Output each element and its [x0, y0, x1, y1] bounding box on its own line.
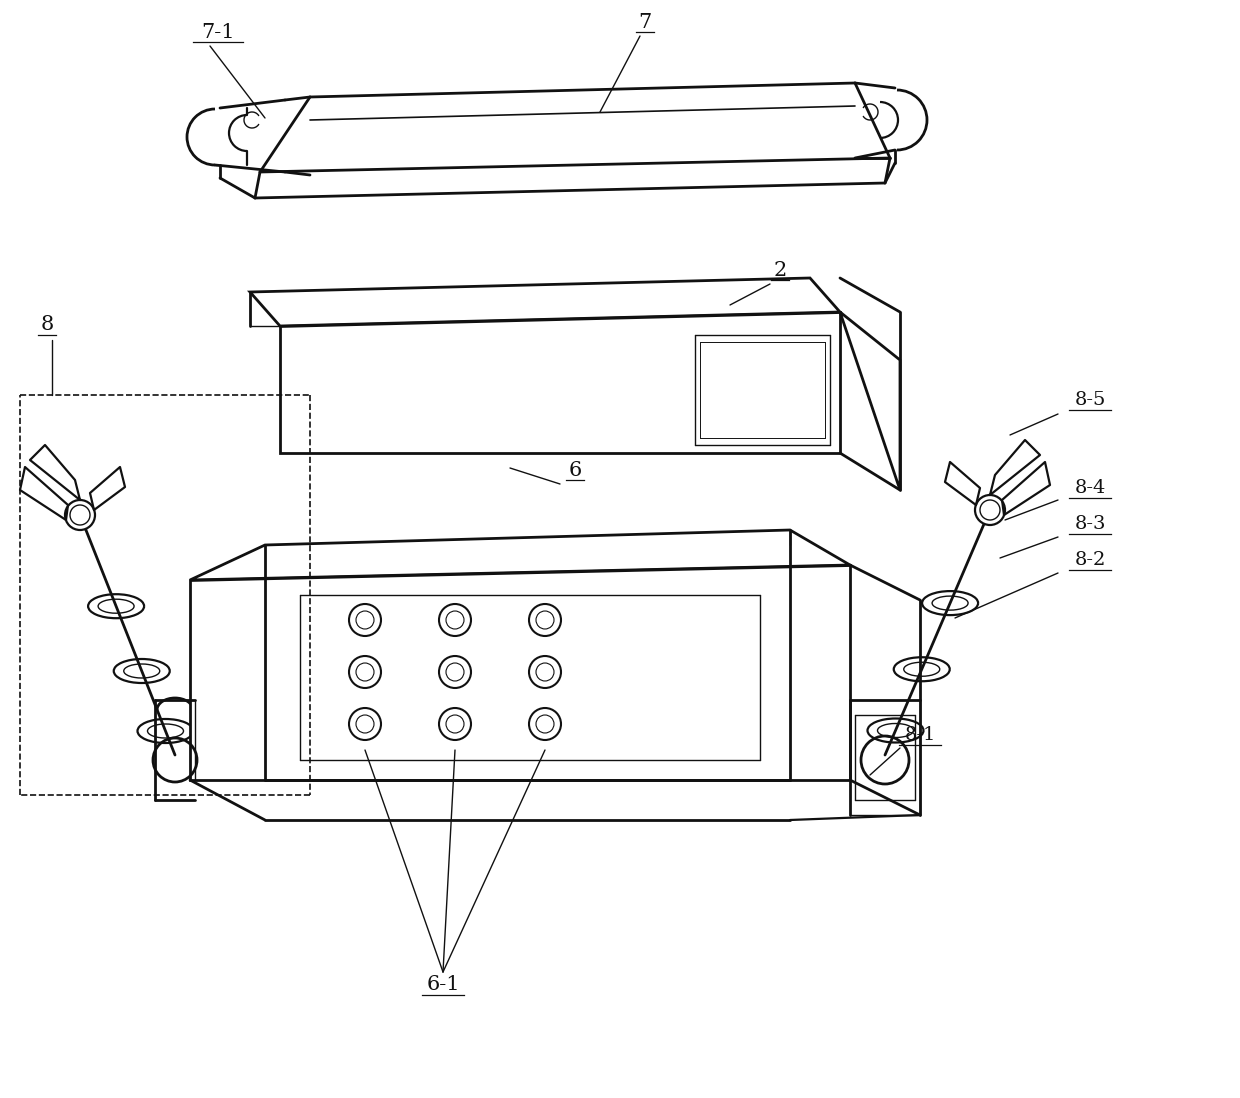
- Text: 8-2: 8-2: [1074, 551, 1106, 569]
- Text: 6: 6: [568, 460, 582, 480]
- Circle shape: [64, 500, 95, 530]
- Text: 8-3: 8-3: [1074, 515, 1106, 533]
- Text: 8-5: 8-5: [1074, 391, 1106, 408]
- Polygon shape: [280, 312, 839, 453]
- Text: 8: 8: [41, 315, 53, 335]
- Polygon shape: [190, 565, 849, 780]
- Polygon shape: [250, 278, 839, 326]
- Text: 2: 2: [774, 260, 786, 280]
- Polygon shape: [839, 312, 900, 490]
- Circle shape: [975, 495, 1004, 525]
- Text: 8-4: 8-4: [1074, 479, 1106, 497]
- Text: 8-1: 8-1: [904, 726, 936, 744]
- Polygon shape: [190, 530, 849, 580]
- Text: 7: 7: [639, 12, 652, 32]
- Text: 6-1: 6-1: [427, 975, 460, 995]
- Text: 7-1: 7-1: [201, 22, 234, 42]
